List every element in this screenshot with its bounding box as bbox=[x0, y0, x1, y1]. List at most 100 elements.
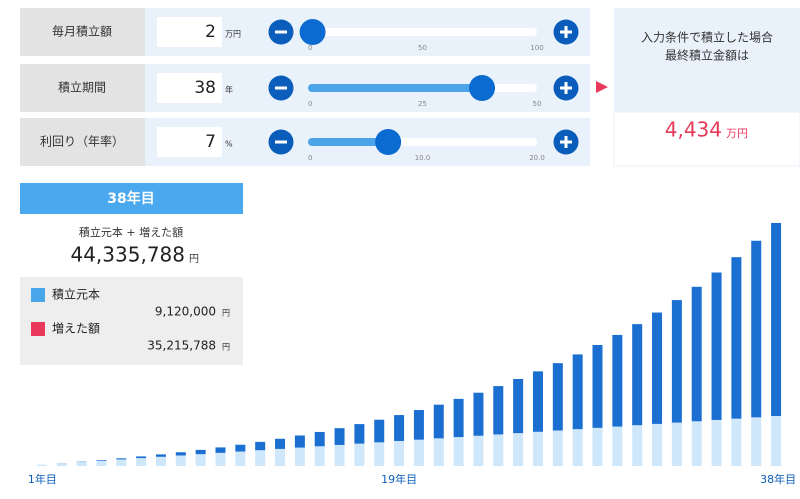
bar-segment bbox=[454, 399, 464, 437]
bar-segment bbox=[96, 460, 106, 461]
bar-segment bbox=[612, 335, 622, 427]
bar-segment bbox=[116, 459, 126, 466]
bar-segment bbox=[374, 420, 384, 443]
bar-segment bbox=[751, 241, 761, 418]
bar-segment bbox=[235, 445, 245, 452]
bar-segment bbox=[156, 454, 166, 456]
bar-segment bbox=[533, 432, 543, 466]
legend-amount: 9,120,000 bbox=[155, 305, 216, 319]
minus-button-icon bbox=[275, 87, 287, 90]
input-label: 毎月積立額 bbox=[52, 24, 112, 39]
bar-segment bbox=[255, 442, 265, 450]
result-unit: 万円 bbox=[726, 127, 748, 140]
bar-segment bbox=[533, 371, 543, 431]
bar-segment bbox=[37, 465, 47, 466]
slider-tick-label: 100 bbox=[530, 44, 543, 52]
bar-segment bbox=[434, 438, 444, 466]
input-label: 利回り（年率） bbox=[40, 134, 124, 149]
bar-segment bbox=[731, 419, 741, 466]
bar-segment bbox=[216, 447, 226, 452]
bar-segment bbox=[295, 448, 305, 466]
bar-segment bbox=[394, 441, 404, 466]
slider-tick-label: 0 bbox=[308, 100, 312, 108]
slider-thumb[interactable] bbox=[375, 129, 401, 155]
bar-segment bbox=[632, 425, 642, 466]
bar-segment bbox=[434, 405, 444, 439]
slider-tick-label: 20.0 bbox=[529, 154, 545, 162]
slider-fill bbox=[308, 84, 482, 92]
bar-segment bbox=[513, 379, 523, 433]
bar-segment bbox=[414, 440, 424, 466]
bar-segment bbox=[196, 454, 206, 466]
bar-segment bbox=[692, 287, 702, 421]
result-caption: 入力条件で積立した場合 bbox=[641, 30, 773, 45]
slider-tick-label: 0 bbox=[308, 44, 312, 52]
legend-name: 積立元本 bbox=[52, 287, 100, 302]
slider-thumb[interactable] bbox=[300, 19, 326, 45]
bar-segment bbox=[216, 453, 226, 466]
legend-swatch bbox=[31, 288, 45, 302]
bar-segment bbox=[454, 437, 464, 466]
bar-segment bbox=[57, 463, 67, 466]
bar-segment bbox=[335, 428, 345, 445]
bar-segment bbox=[553, 430, 563, 466]
bar-segment bbox=[612, 427, 622, 466]
bar-segment bbox=[315, 446, 325, 466]
bar-segment bbox=[672, 423, 682, 466]
arrow bbox=[596, 81, 608, 93]
result-amount: 4,434 bbox=[665, 118, 722, 142]
minus-button-icon bbox=[275, 31, 287, 34]
bar-segment bbox=[771, 416, 781, 466]
bar-segment bbox=[176, 452, 186, 455]
bar-segment bbox=[473, 436, 483, 466]
bar-segment bbox=[354, 424, 364, 444]
legend-swatch bbox=[31, 322, 45, 336]
bar-segment bbox=[493, 386, 503, 434]
bar-segment bbox=[652, 313, 662, 424]
legend-name: 増えた額 bbox=[52, 322, 100, 336]
input-unit: % bbox=[225, 140, 233, 149]
input-unit: 万円 bbox=[225, 30, 241, 39]
bar-segment bbox=[96, 461, 106, 466]
bar-segment bbox=[414, 410, 424, 440]
legend-yen: 円 bbox=[222, 309, 230, 318]
bar-segment bbox=[513, 433, 523, 466]
tooltip-year: 38年目 bbox=[107, 190, 154, 207]
bar-segment bbox=[77, 462, 87, 466]
bar-segment bbox=[196, 450, 206, 454]
slider-track bbox=[308, 28, 537, 36]
result-caption: 最終積立金額は bbox=[665, 48, 749, 63]
x-tick-label: 1年目 bbox=[28, 472, 57, 486]
x-tick-label: 19年目 bbox=[381, 472, 417, 486]
bar-segment bbox=[335, 445, 345, 466]
bar-segment bbox=[473, 393, 483, 436]
bar-segment bbox=[553, 363, 563, 430]
bar-segment bbox=[275, 449, 285, 466]
bar-segment bbox=[712, 273, 722, 420]
bar-segment bbox=[712, 420, 722, 466]
input-value: 7 bbox=[205, 132, 216, 152]
bar-segment bbox=[731, 257, 741, 418]
input-value: 2 bbox=[205, 22, 216, 42]
tooltip-total: 44,335,788 bbox=[70, 243, 185, 267]
slider-thumb[interactable] bbox=[469, 75, 495, 101]
tooltip-total-caption: 積立元本 + 増えた額 bbox=[79, 225, 183, 239]
bar-segment bbox=[593, 428, 603, 466]
x-tick-label: 38年目 bbox=[760, 472, 796, 486]
bar-segment bbox=[295, 435, 305, 447]
bar-segment bbox=[751, 417, 761, 466]
plus-button-icon bbox=[565, 82, 568, 94]
slider-tick-label: 50 bbox=[533, 100, 542, 108]
plus-button-icon bbox=[565, 26, 568, 38]
bar-segment bbox=[672, 300, 682, 422]
minus-button-icon bbox=[275, 141, 287, 144]
bar-segment bbox=[652, 424, 662, 466]
bar-segment bbox=[593, 345, 603, 428]
bar-segment bbox=[136, 456, 146, 458]
bar-segment bbox=[632, 324, 642, 425]
bar-segment bbox=[116, 458, 126, 459]
slider-tick-label: 50 bbox=[418, 44, 427, 52]
slider-tick-label: 25 bbox=[418, 100, 427, 108]
slider-tick-label: 0 bbox=[308, 154, 312, 162]
